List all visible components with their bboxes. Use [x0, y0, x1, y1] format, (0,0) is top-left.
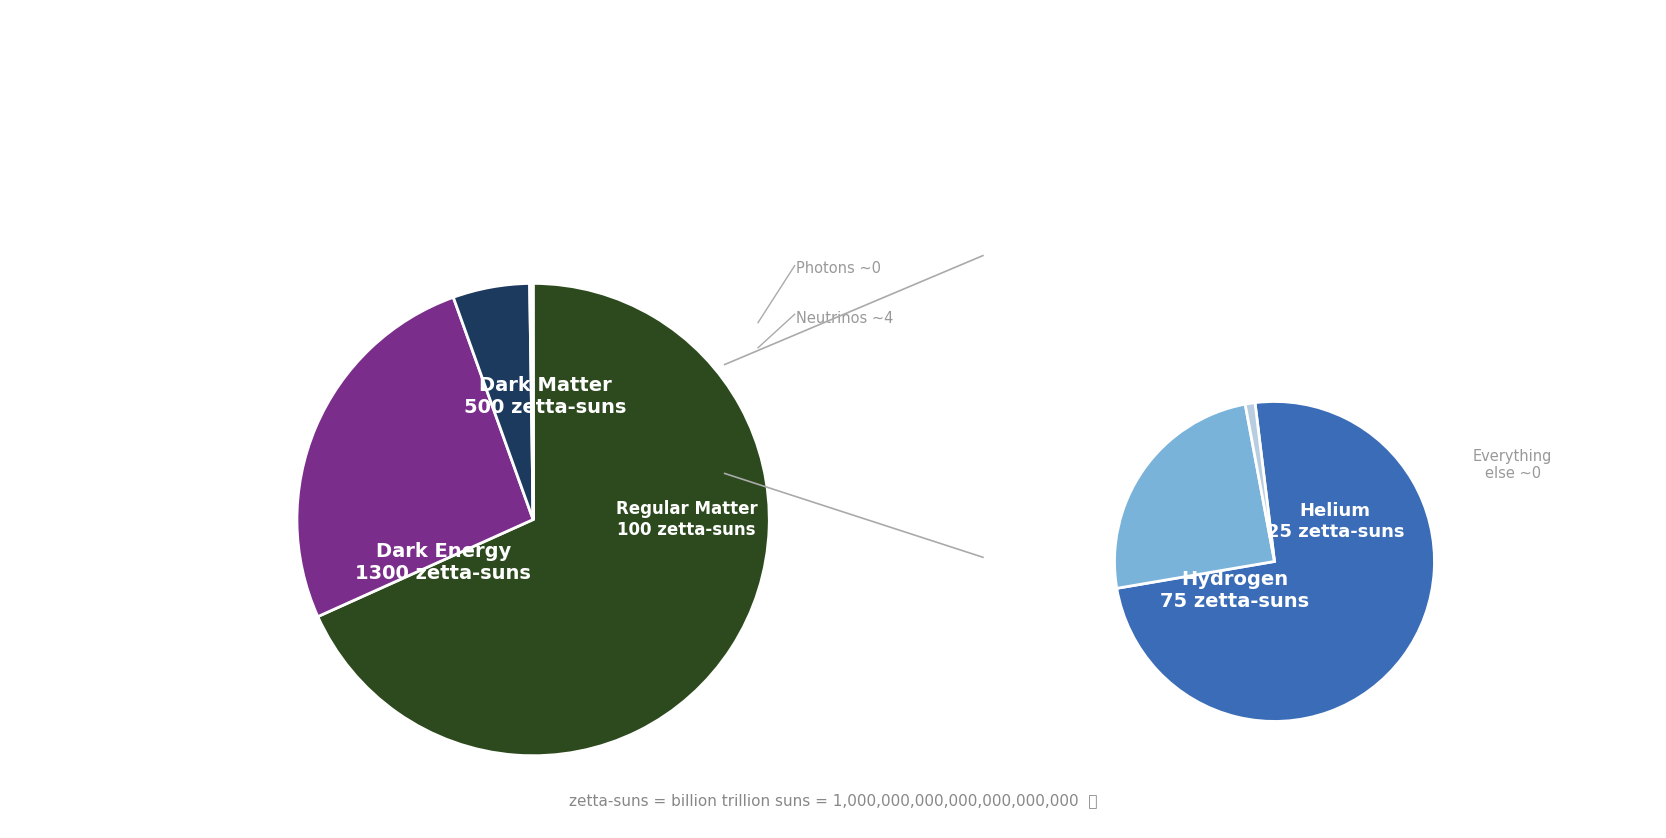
Wedge shape: [1115, 404, 1274, 588]
Wedge shape: [1245, 403, 1274, 561]
Text: Neutrinos ~4: Neutrinos ~4: [796, 311, 893, 326]
Wedge shape: [453, 283, 533, 520]
Text: Dark Matter
500 zetta-suns: Dark Matter 500 zetta-suns: [463, 376, 626, 417]
Text: Helium
25 zetta-suns: Helium 25 zetta-suns: [1266, 502, 1404, 541]
Text: Regular Matter
100 zetta-suns: Regular Matter 100 zetta-suns: [616, 500, 758, 539]
Text: Dark Energy
1300 zetta-suns: Dark Energy 1300 zetta-suns: [355, 541, 531, 582]
Wedge shape: [1116, 401, 1434, 722]
Wedge shape: [530, 283, 533, 520]
Text: zetta-suns = billion trillion suns = 1,000,000,000,000,000,000,000  🌞: zetta-suns = billion trillion suns = 1,0…: [568, 793, 1098, 808]
Text: Photons ~0: Photons ~0: [796, 261, 881, 276]
Text: Everything
else ~0: Everything else ~0: [1473, 449, 1553, 481]
Wedge shape: [318, 283, 770, 756]
Wedge shape: [297, 297, 533, 617]
Text: Hydrogen
75 zetta-suns: Hydrogen 75 zetta-suns: [1160, 570, 1309, 611]
